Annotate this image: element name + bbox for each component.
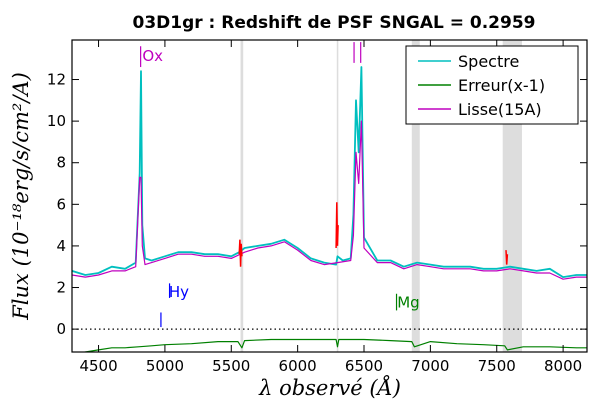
y-tick-label: 4 <box>56 237 66 255</box>
shaded-band <box>240 40 244 352</box>
series-line-erreur-x-1- <box>81 338 587 352</box>
legend-label: Lisse(15A) <box>458 100 542 119</box>
shaded-band <box>336 40 339 352</box>
shaded-band <box>411 40 420 352</box>
x-tick-label: 5000 <box>146 357 184 375</box>
plot-area: Ox Hy Mg 4500 5000 5500 6000 6500 7000 7500 8000 0 2… <box>47 39 588 375</box>
y-tick-label: 6 <box>56 195 66 213</box>
x-tick-label: 6000 <box>279 357 317 375</box>
x-tick-label: 6500 <box>345 357 383 375</box>
legend-label: Erreur(x-1) <box>458 76 545 95</box>
line-label-ox: Ox <box>142 47 163 65</box>
chart-title: 03D1gr : Redshift de PSF SNGAL = 0.2959 <box>132 13 535 33</box>
y-axis-label: Flux (10⁻¹⁸erg/s/cm²/A) <box>9 72 33 321</box>
y-tick-label: 2 <box>56 279 66 297</box>
series-line-lisse-15a- <box>72 120 587 280</box>
line-label-hy: Hy <box>169 283 189 301</box>
clipped-segment <box>335 202 339 249</box>
x-axis-label: λ observé (Å) <box>258 375 401 400</box>
x-tick-label: 5500 <box>212 357 250 375</box>
clipped-segment <box>238 239 243 267</box>
x-tick-label: 4500 <box>79 357 117 375</box>
x-tick-label: 7500 <box>478 357 516 375</box>
y-tick-label: 10 <box>47 112 66 130</box>
y-tick-label: 12 <box>47 71 66 89</box>
y-tick-label: 0 <box>56 320 66 338</box>
y-tick-label: 8 <box>56 154 66 172</box>
clipped-segment <box>505 250 509 265</box>
plot-frame <box>71 39 588 353</box>
x-tick-label: 8000 <box>544 357 582 375</box>
legend-label: Spectre <box>458 52 519 71</box>
x-tick-label: 7000 <box>411 357 449 375</box>
series-line-spectre <box>72 66 587 279</box>
line-label-mg: Mg <box>397 293 419 311</box>
